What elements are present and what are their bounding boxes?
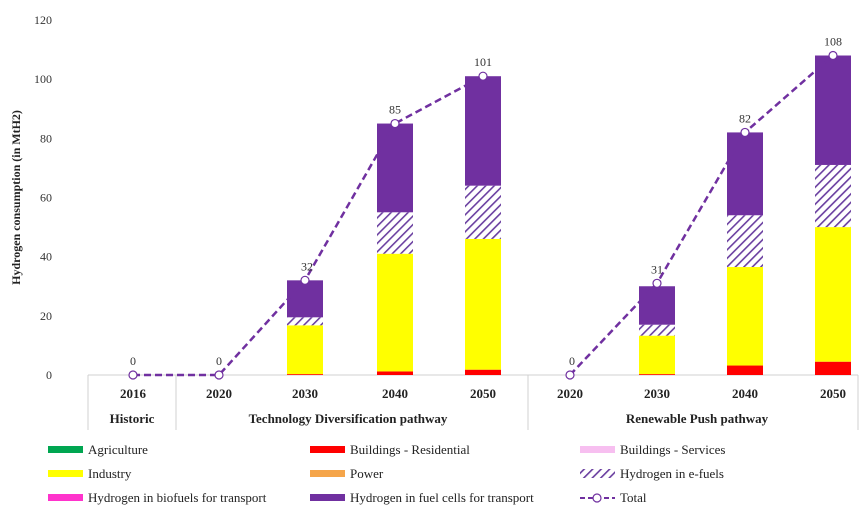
bar-segment-buildings-residential: [465, 369, 501, 375]
x-tick-label: 2050: [470, 386, 496, 401]
legend-label: Hydrogen in biofuels for transport: [88, 490, 267, 505]
x-tick-label: 2040: [732, 386, 758, 401]
legend-label: Hydrogen in e-fuels: [620, 466, 724, 481]
bar-segment-buildings-residential: [287, 374, 323, 375]
legend-item: Agriculture: [48, 442, 148, 457]
y-tick-label: 40: [40, 250, 52, 264]
total-point: [478, 71, 488, 81]
total-line: [128, 50, 838, 380]
total-line-path: [569, 54, 834, 376]
bar-segment-hydrogen-in-fuel-cells-for-transport: [465, 76, 501, 186]
legend-item: Hydrogen in e-fuels: [580, 466, 724, 481]
legend-swatch: [580, 469, 615, 478]
legend-item: Power: [310, 466, 384, 481]
labels: 0 0 32 85 101 0 31 82 108: [130, 35, 842, 369]
legend-label: Industry: [88, 466, 132, 481]
bar-segment-industry: [465, 238, 501, 370]
total-point: [214, 370, 224, 380]
group-label: Renewable Push pathway: [626, 411, 769, 426]
bar-segment-buildings-residential: [727, 365, 763, 375]
bar-segment-hydrogen-in-fuel-cells-for-transport: [377, 123, 413, 213]
bar-segment-hydrogen-in-e-fuels: [377, 212, 413, 254]
total-data-label: 0: [216, 354, 222, 368]
bar-segment-industry: [727, 267, 763, 366]
total-data-label: 0: [130, 354, 136, 368]
bar-segment-hydrogen-in-fuel-cells-for-transport: [639, 286, 675, 325]
bar-segment-hydrogen-in-e-fuels: [465, 185, 501, 239]
legend-label: Power: [350, 466, 384, 481]
bar-segment-industry: [639, 335, 675, 375]
y-tick-label: 80: [40, 131, 52, 145]
legend-item: Hydrogen in biofuels for transport: [48, 490, 267, 505]
legend-swatch: [48, 494, 83, 501]
bar-segment-hydrogen-in-fuel-cells-for-transport: [727, 132, 763, 216]
legend-label: Total: [620, 490, 647, 505]
bar-segment-industry: [815, 227, 851, 362]
legend-item: Buildings - Residential: [310, 442, 470, 457]
bar-segment-industry: [287, 325, 323, 375]
total-data-label: 0: [569, 354, 575, 368]
bar-segment-hydrogen-in-e-fuels: [815, 164, 851, 228]
legend-label: Agriculture: [88, 442, 148, 457]
bar-segment-hydrogen-in-fuel-cells-for-transport: [287, 280, 323, 318]
bar-segment-buildings-residential: [815, 361, 851, 375]
legend-swatch: [310, 470, 345, 477]
total-data-label: 31: [651, 262, 663, 276]
x-tick-label: 2020: [557, 386, 583, 401]
bar-segment-hydrogen-in-fuel-cells-for-transport: [815, 55, 851, 165]
legend-swatch: [580, 446, 615, 453]
legend-swatch: [310, 494, 345, 501]
legend-label: Buildings - Residential: [350, 442, 470, 457]
bar-segment-buildings-residential: [639, 374, 675, 375]
bar-segment-hydrogen-in-e-fuels: [639, 324, 675, 336]
bar-segment-hydrogen-in-e-fuels: [287, 317, 323, 326]
x-tick-label: 2016: [120, 386, 147, 401]
total-data-label: 108: [824, 35, 842, 49]
total-data-label: 32: [301, 259, 313, 273]
legend-swatch: [48, 446, 83, 453]
bar-segment-industry: [377, 253, 413, 372]
bar-segment-hydrogen-in-e-fuels: [727, 215, 763, 268]
y-tick-label: 100: [34, 72, 52, 86]
legend-marker: [592, 493, 602, 503]
y-tick-label: 60: [40, 191, 52, 205]
total-data-label: 101: [474, 55, 492, 69]
legend-item: Industry: [48, 466, 132, 481]
legend-item: Total: [580, 490, 647, 505]
total-point: [128, 370, 138, 380]
x-tick-label: 2050: [820, 386, 846, 401]
y-axis-title: Hydrogen consumption (in MtH2): [9, 110, 23, 285]
legend: Agriculture Buildings - Residential Buildi…: [48, 442, 725, 505]
total-point: [740, 127, 750, 138]
legend-item: Hydrogen in fuel cells for transport: [310, 490, 534, 505]
total-data-label: 82: [739, 111, 751, 125]
bar-segment-buildings-residential: [377, 371, 413, 375]
x-tick-label: 2040: [382, 386, 408, 401]
total-data-label: 85: [389, 103, 401, 117]
legend-swatch: [310, 446, 345, 453]
legend-label: Buildings - Services: [620, 442, 725, 457]
bars: [287, 55, 851, 375]
legend-swatch: [48, 470, 83, 477]
y-tick-label: 20: [40, 309, 52, 323]
legend-item: Buildings - Services: [580, 442, 725, 457]
x-tick-label: 2020: [206, 386, 232, 401]
group-label: Historic: [110, 411, 155, 426]
total-point: [652, 278, 662, 288]
total-point: [828, 50, 838, 61]
x-tick-label: 2030: [644, 386, 670, 401]
legend-label: Hydrogen in fuel cells for transport: [350, 490, 534, 505]
x-tick-label: 2030: [292, 386, 318, 401]
total-point: [390, 118, 400, 129]
group-label: Technology Diversification pathway: [249, 411, 448, 426]
total-point: [300, 275, 310, 285]
total-point: [565, 370, 575, 380]
y-tick-label: 120: [34, 13, 52, 27]
y-tick-label: 0: [46, 368, 52, 382]
